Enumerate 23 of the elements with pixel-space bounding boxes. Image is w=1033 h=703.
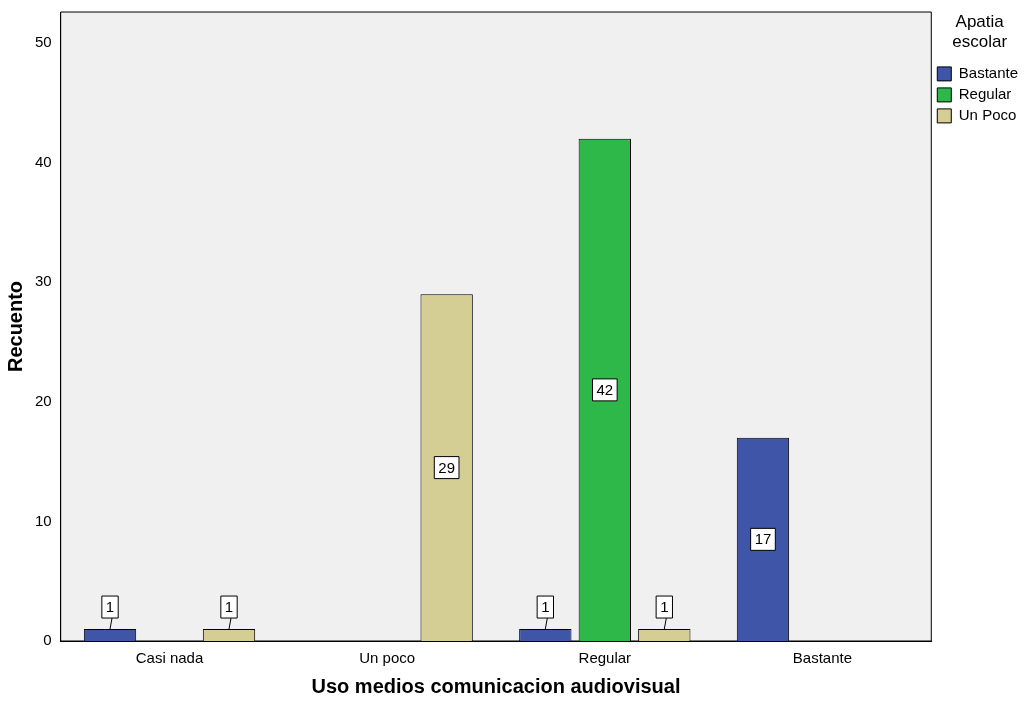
data-label: 1	[224, 598, 234, 616]
data-label: 1	[660, 598, 669, 616]
data-label: 1	[105, 598, 115, 616]
y-tick-label: 50	[35, 33, 52, 51]
y-tick-label: 10	[35, 511, 52, 529]
legend-label: Un Poco	[958, 106, 1017, 124]
data-label: 42	[596, 381, 614, 399]
legend-label: Bastante	[958, 64, 1019, 82]
x-tick-label: Bastante	[792, 649, 853, 667]
data-label: 17	[754, 530, 772, 548]
legend-label: Regular	[958, 85, 1012, 103]
y-tick-label: 0	[43, 631, 52, 649]
y-axis-title: Recuento	[3, 280, 26, 373]
y-tick-label: 20	[35, 391, 52, 409]
x-tick-label: Regular	[578, 649, 632, 667]
y-tick-label: 30	[35, 272, 52, 290]
data-label: 1	[541, 598, 550, 616]
legend-title: Apatia escolar	[952, 12, 1008, 52]
y-tick-label: 40	[35, 152, 52, 170]
x-tick-label: Un poco	[359, 649, 416, 667]
x-axis-title: Uso medios comunicacion audiovisual	[311, 674, 681, 697]
x-tick-label: Casi nada	[135, 649, 204, 667]
data-label: 29	[438, 458, 455, 476]
